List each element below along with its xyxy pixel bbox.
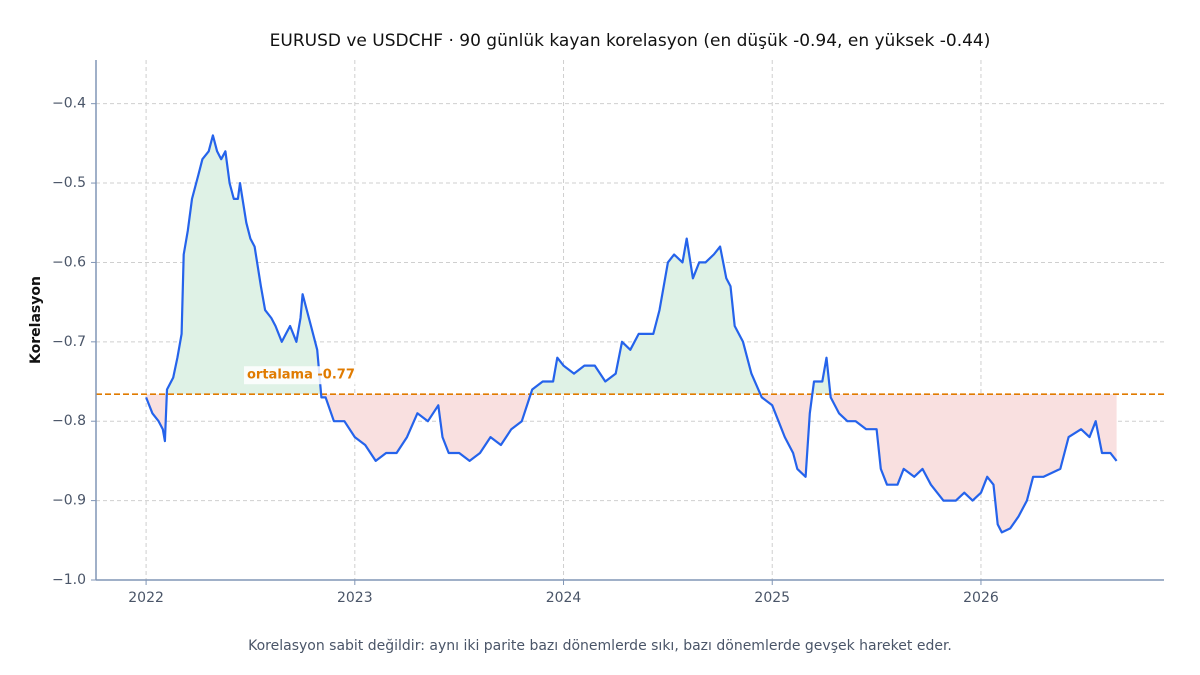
x-tick-label: 2025	[754, 590, 790, 606]
y-tick-label: −0.7	[52, 334, 86, 350]
mean-label-bg	[244, 366, 362, 385]
line	[145, 134, 1118, 534]
y-tick-label: −1.0	[52, 572, 86, 588]
y-tick-label: −0.8	[52, 413, 86, 429]
y-tick-label: −0.6	[52, 254, 86, 270]
mean-label: ortalama -0.77	[247, 368, 355, 383]
x-tick-label: 2023	[337, 590, 373, 606]
y-tick-label: −0.5	[52, 175, 86, 191]
x-tick-label: 2022	[128, 590, 164, 606]
x-tick-label: 2026	[963, 590, 999, 606]
area-above-mean	[146, 135, 1117, 395]
x-tick-label: 2024	[546, 590, 582, 606]
y-tick-label: −0.4	[52, 96, 86, 112]
y-axis-label: Korelasyon	[28, 276, 44, 364]
footnote: Korelasyon sabit değildir: aynı iki pari…	[248, 638, 952, 654]
y-tick-label: −0.9	[52, 493, 86, 509]
chart-title: EURUSD ve USDCHF · 90 günlük kayan korel…	[270, 31, 991, 51]
